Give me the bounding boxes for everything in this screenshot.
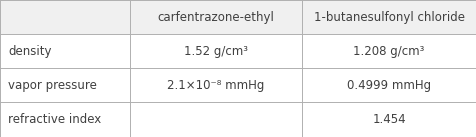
- Text: vapor pressure: vapor pressure: [8, 79, 97, 92]
- Bar: [0, 0, 130, 34]
- Text: 1.52 g/cm³: 1.52 g/cm³: [184, 45, 248, 58]
- Bar: [302, 0, 476, 34]
- Bar: [130, 34, 302, 68]
- Text: 1.454: 1.454: [372, 113, 406, 126]
- Bar: [0, 102, 130, 137]
- Bar: [0, 34, 130, 68]
- Bar: [130, 102, 302, 137]
- Bar: [302, 68, 476, 102]
- Text: refractive index: refractive index: [8, 113, 101, 126]
- Bar: [130, 0, 302, 34]
- Bar: [302, 102, 476, 137]
- Bar: [0, 68, 130, 102]
- Bar: [130, 68, 302, 102]
- Bar: [302, 34, 476, 68]
- Text: density: density: [8, 45, 51, 58]
- Text: 1.208 g/cm³: 1.208 g/cm³: [353, 45, 425, 58]
- Text: 1-butanesulfonyl chloride: 1-butanesulfonyl chloride: [314, 11, 465, 24]
- Text: 2.1×10⁻⁸ mmHg: 2.1×10⁻⁸ mmHg: [167, 79, 265, 92]
- Text: 0.4999 mmHg: 0.4999 mmHg: [347, 79, 431, 92]
- Text: carfentrazone-ethyl: carfentrazone-ethyl: [158, 11, 275, 24]
